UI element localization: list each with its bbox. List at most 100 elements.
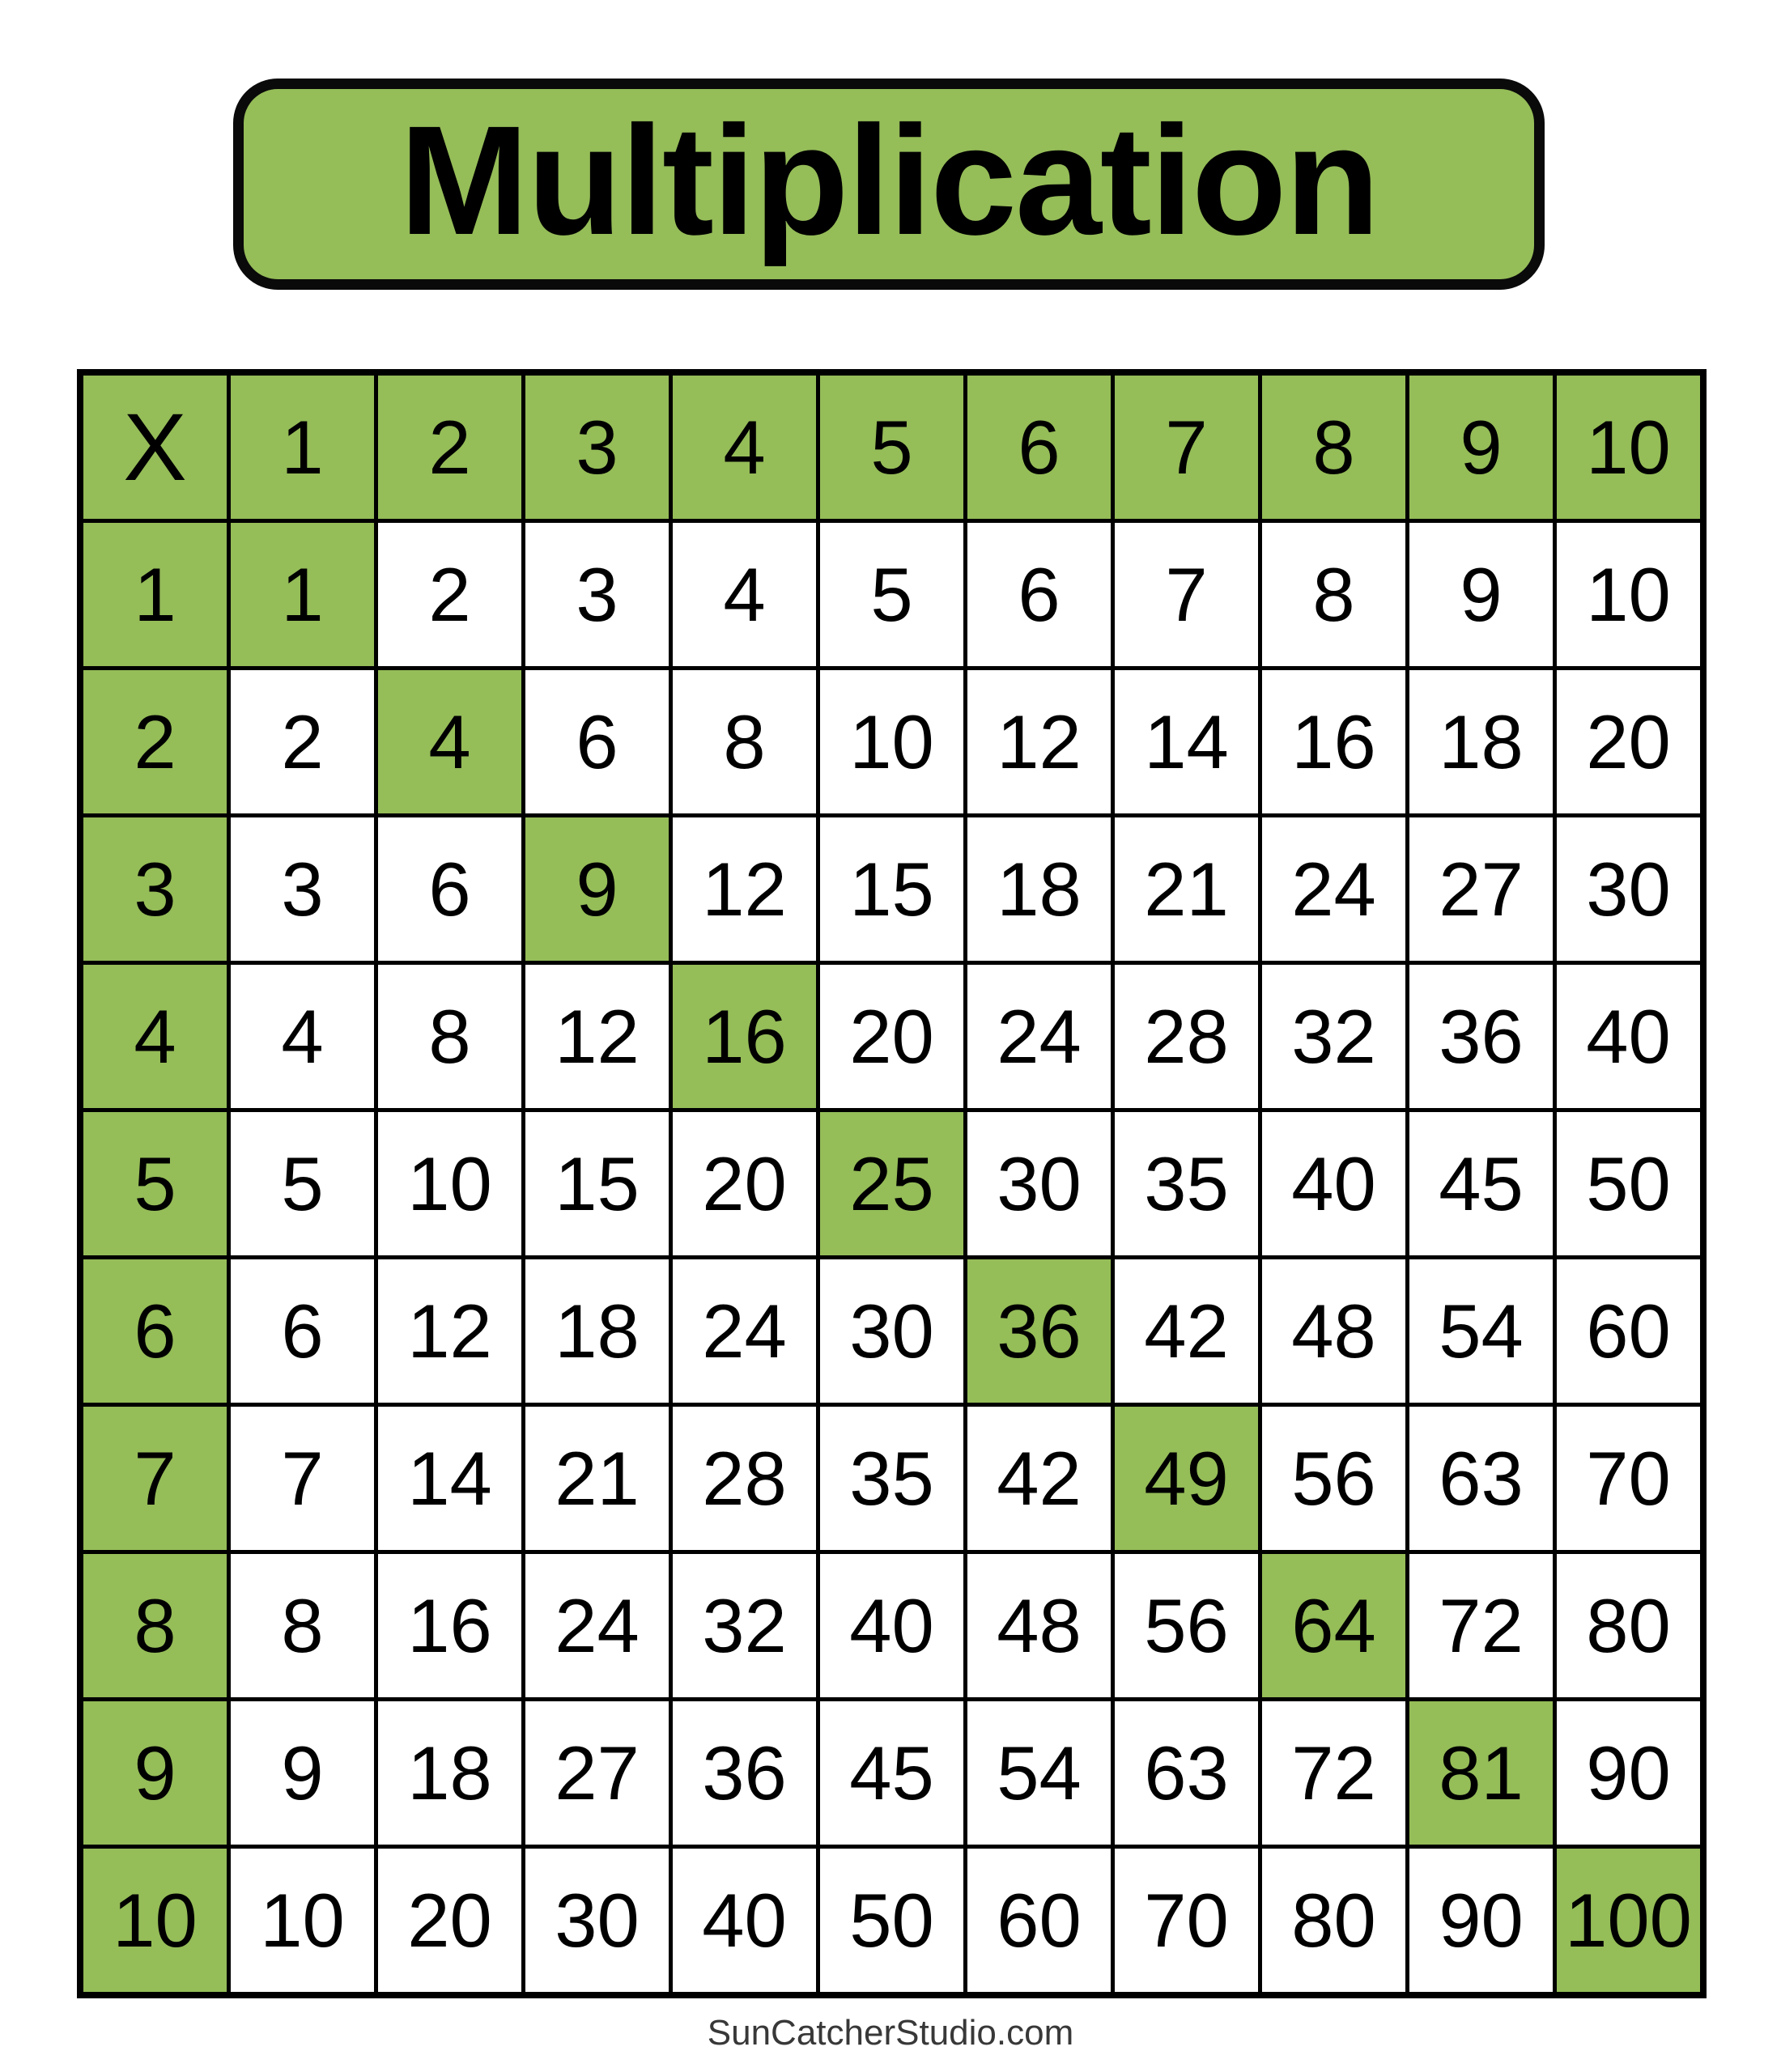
table-cell: 5 <box>820 523 963 666</box>
table-cell: 8 <box>231 1554 374 1697</box>
table-cell: 40 <box>820 1554 963 1697</box>
row-header-cell: 7 <box>83 1407 227 1550</box>
table-cell: 4 <box>378 670 521 813</box>
table-cell: 28 <box>673 1407 816 1550</box>
table-cell: 21 <box>525 1407 669 1550</box>
table-cell: 18 <box>967 817 1111 961</box>
table-cell: 7 <box>231 1407 374 1550</box>
table-cell: 15 <box>525 1112 669 1255</box>
table-cell: 80 <box>1557 1554 1700 1697</box>
table-cell: 10 <box>820 670 963 813</box>
table-cell: 40 <box>1262 1112 1405 1255</box>
table-cell: 6 <box>525 670 669 813</box>
table-cell: 20 <box>1557 670 1700 813</box>
table-cell: 4 <box>673 523 816 666</box>
table-cell: 70 <box>1115 1849 1258 1992</box>
table-cell: 18 <box>525 1259 669 1403</box>
table-cell: 12 <box>673 817 816 961</box>
table-cell: 16 <box>1262 670 1405 813</box>
table-cell: 2 <box>378 523 521 666</box>
table-cell: 24 <box>1262 817 1405 961</box>
table-cell: 72 <box>1409 1554 1553 1697</box>
table-cell: 54 <box>1409 1259 1553 1403</box>
table-cell: 18 <box>1409 670 1553 813</box>
col-header-cell: 3 <box>525 376 669 519</box>
table-cell: 8 <box>378 965 521 1108</box>
row-header-cell: 9 <box>83 1701 227 1845</box>
table-cell: 100 <box>1557 1849 1700 1992</box>
table-cell: 64 <box>1262 1554 1405 1697</box>
table-cell: 81 <box>1409 1701 1553 1845</box>
col-header-cell: 7 <box>1115 376 1258 519</box>
table-cell: 36 <box>673 1701 816 1845</box>
table-cell: 32 <box>673 1554 816 1697</box>
table-cell: 40 <box>1557 965 1700 1108</box>
table-cell: 16 <box>673 965 816 1108</box>
table-cell: 72 <box>1262 1701 1405 1845</box>
row-header-cell: 4 <box>83 965 227 1108</box>
table-cell: 49 <box>1115 1407 1258 1550</box>
table-cell: 3 <box>231 817 374 961</box>
table-cell: 24 <box>525 1554 669 1697</box>
col-header-cell: 10 <box>1557 376 1700 519</box>
table-cell: 63 <box>1115 1701 1258 1845</box>
page-title: Multiplication <box>399 92 1379 267</box>
table-cell: 60 <box>1557 1259 1700 1403</box>
table-cell: 2 <box>231 670 374 813</box>
table-cell: 36 <box>1409 965 1553 1108</box>
table-cell: 25 <box>820 1112 963 1255</box>
col-header-cell: 8 <box>1262 376 1405 519</box>
table-cell: 30 <box>820 1259 963 1403</box>
table-cell: 45 <box>820 1701 963 1845</box>
table-cell: 90 <box>1409 1849 1553 1992</box>
row-header-cell: 3 <box>83 817 227 961</box>
table-cell: 20 <box>673 1112 816 1255</box>
table-cell: 42 <box>1115 1259 1258 1403</box>
table-cell: 63 <box>1409 1407 1553 1550</box>
table-cell: 10 <box>1557 523 1700 666</box>
footer-credit: SunCatcherStudio.com <box>707 2013 1074 2053</box>
table-cell: 24 <box>967 965 1111 1108</box>
corner-cell: X <box>83 376 227 519</box>
table-cell: 7 <box>1115 523 1258 666</box>
table-cell: 56 <box>1115 1554 1258 1697</box>
table-cell: 27 <box>525 1701 669 1845</box>
table-cell: 10 <box>378 1112 521 1255</box>
table-cell: 5 <box>231 1112 374 1255</box>
table-cell: 6 <box>378 817 521 961</box>
row-header-cell: 8 <box>83 1554 227 1697</box>
table-cell: 12 <box>525 965 669 1108</box>
table-cell: 12 <box>378 1259 521 1403</box>
table-cell: 48 <box>1262 1259 1405 1403</box>
table-cell: 16 <box>378 1554 521 1697</box>
table-cell: 28 <box>1115 965 1258 1108</box>
col-header-cell: 6 <box>967 376 1111 519</box>
table-cell: 32 <box>1262 965 1405 1108</box>
table-cell: 45 <box>1409 1112 1553 1255</box>
table-cell: 42 <box>967 1407 1111 1550</box>
table-cell: 48 <box>967 1554 1111 1697</box>
col-header-cell: 4 <box>673 376 816 519</box>
row-header-cell: 10 <box>83 1849 227 1992</box>
title-banner: Multiplication <box>233 79 1545 290</box>
table-cell: 10 <box>231 1849 374 1992</box>
table-cell: 14 <box>378 1407 521 1550</box>
table-cell: 3 <box>525 523 669 666</box>
table-cell: 70 <box>1557 1407 1700 1550</box>
table-cell: 9 <box>1409 523 1553 666</box>
table-cell: 15 <box>820 817 963 961</box>
table-cell: 35 <box>1115 1112 1258 1255</box>
table-cell: 50 <box>1557 1112 1700 1255</box>
table-cell: 30 <box>1557 817 1700 961</box>
table-cell: 9 <box>525 817 669 961</box>
table-cell: 21 <box>1115 817 1258 961</box>
table-cell: 1 <box>231 523 374 666</box>
table-cell: 14 <box>1115 670 1258 813</box>
table-cell: 27 <box>1409 817 1553 961</box>
row-header-cell: 2 <box>83 670 227 813</box>
table-cell: 60 <box>967 1849 1111 1992</box>
row-header-cell: 6 <box>83 1259 227 1403</box>
table-cell: 56 <box>1262 1407 1405 1550</box>
table-cell: 6 <box>967 523 1111 666</box>
table-cell: 20 <box>378 1849 521 1992</box>
